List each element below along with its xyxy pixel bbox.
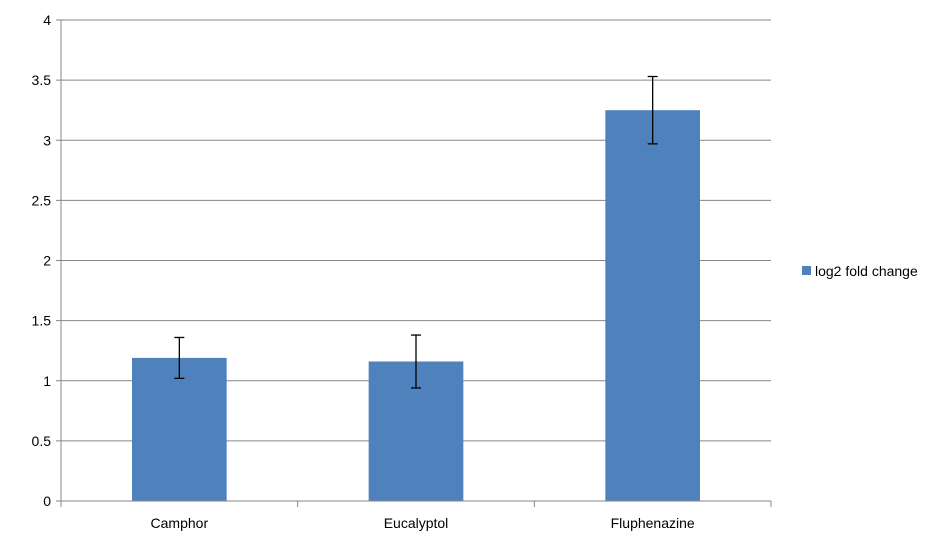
x-tick-label-eucalyptol: Eucalyptol [384, 515, 449, 531]
y-axis-ticks: 0 0.5 1 1.5 2 2.5 3 3.5 4 [32, 12, 61, 509]
error-bars [174, 75, 658, 389]
y-tick-label-1: 0.5 [32, 433, 52, 449]
legend-label: log2 fold change [815, 263, 918, 279]
bar-camphor [132, 357, 227, 501]
y-tick-label-6: 3 [43, 132, 51, 148]
error-bar-eucalyptol [411, 334, 421, 389]
y-tick-label-7: 3.5 [32, 72, 52, 88]
error-bar-fluphenazine [647, 75, 658, 145]
error-bar-camphor [174, 336, 185, 379]
y-tick-label-0: 0 [43, 493, 51, 509]
bar-fluphenazine [605, 110, 700, 501]
y-tick-label-5: 2.5 [32, 192, 52, 208]
y-tick-label-2: 1 [43, 373, 51, 389]
x-axis-ticks: Camphor Eucalyptol Fluphenazine [60, 501, 772, 531]
bars [132, 110, 700, 501]
y-tick-label-8: 4 [43, 12, 51, 28]
legend-swatch [802, 266, 811, 275]
y-tick-label-3: 1.5 [32, 313, 52, 329]
y-tick-label-4: 2 [43, 253, 51, 269]
x-tick-label-camphor: Camphor [151, 515, 209, 531]
x-tick-label-fluphenazine: Fluphenazine [611, 515, 695, 531]
legend: log2 fold change [802, 263, 918, 279]
